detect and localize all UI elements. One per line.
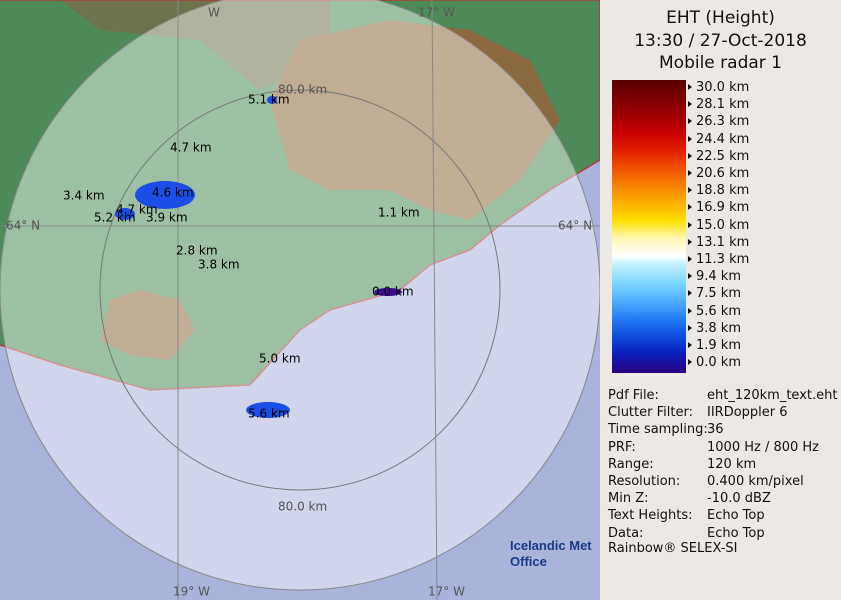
info-value: 0.400 km/pixel [707,474,804,489]
legend-label: 9.4 km [688,269,741,284]
radar-name: Mobile radar 1 [659,53,782,73]
echo-top-label: 1.1 km [378,206,420,220]
info-key: Min Z: [608,491,649,507]
legend-label: 3.8 km [688,321,741,336]
logo-line: Office [510,554,547,569]
grid-label: 17° W [428,585,465,599]
info-key: Text Heights: [608,508,693,524]
radar-map: W 17° W 64° N 64° N 19° W 17° W 80.0 km 80.0 km… [0,0,600,600]
echo-top-label: 3.8 km [198,258,240,272]
legend-label: 26.3 km [688,114,749,129]
info-key: Resolution: [608,474,681,489]
legend-label: 18.8 km [688,183,749,198]
info-key: Pdf File: [608,388,659,403]
legend-label: 11.3 km [688,252,749,267]
info-value: 1000 Hz / 800 Hz [707,439,820,455]
info-value: -10.0 dBZ [707,491,771,507]
logo-line: Icelandic Met [510,538,592,553]
grid-label: 64° N [6,219,40,233]
echo-top-label: 5.6 km [248,407,290,421]
color-scale [612,80,686,373]
title: EHT (Height) [666,8,775,28]
echo-top-label: 4.6 km [152,186,194,200]
info-key: Range: [608,456,654,472]
legend-label: 0.0 km [688,355,741,370]
info-key: Data: [608,525,644,541]
legend-label: 13.1 km [688,235,749,250]
echo-top-label: 0.0 km [372,285,414,299]
echo-top-label: 3.4 km [63,189,105,203]
legend-label: 7.5 km [688,286,741,301]
ring-label: 80.0 km [278,83,327,97]
info-value: 36 [707,422,724,438]
time: 13:30 / 27-Oct-2018 [634,31,807,51]
grid-label: W [208,6,220,20]
echo-top-label: 3.9 km [146,211,188,225]
info-value: Echo Top [707,525,765,541]
echo-top-label: 4.7 km [116,203,158,217]
info-value: eht_120km_text.eht [707,388,838,403]
legend-label: 30.0 km [688,80,749,95]
legend-label: 22.5 km [688,149,749,164]
logo: Icelandic Met Office [510,538,592,570]
legend-label: 20.6 km [688,166,749,181]
echo-top-label: 5.2 km [94,211,136,225]
ring-label: 80.0 km [278,500,327,514]
legend-label: 15.0 km [688,218,749,233]
grid-label: 64° N [558,219,592,233]
legend-label: 24.4 km [688,132,749,147]
legend-label: 1.9 km [688,338,741,353]
info-value: Echo Top [707,508,765,524]
echo-top-label: 2.8 km [176,244,218,258]
grid-label: 19° W [173,585,210,599]
info-value: IIRDoppler 6 [707,405,788,421]
legend-label: 5.6 km [688,304,741,319]
echo-top-label: 5.0 km [259,352,301,366]
footer: Rainbow® SELEX-SI [608,541,738,556]
grid-label: 17° W [418,6,455,20]
info-value: 120 km [707,456,757,472]
legend-label: 16.9 km [688,200,749,215]
legend-label: 28.1 km [688,97,749,112]
echo-top-label: 5.1 km [248,93,290,107]
info-key: PRF: [608,439,636,455]
info-key: Time sampling: [608,422,708,438]
info-key: Clutter Filter: [608,405,693,421]
echo-top-label: 4.7 km [170,141,212,155]
